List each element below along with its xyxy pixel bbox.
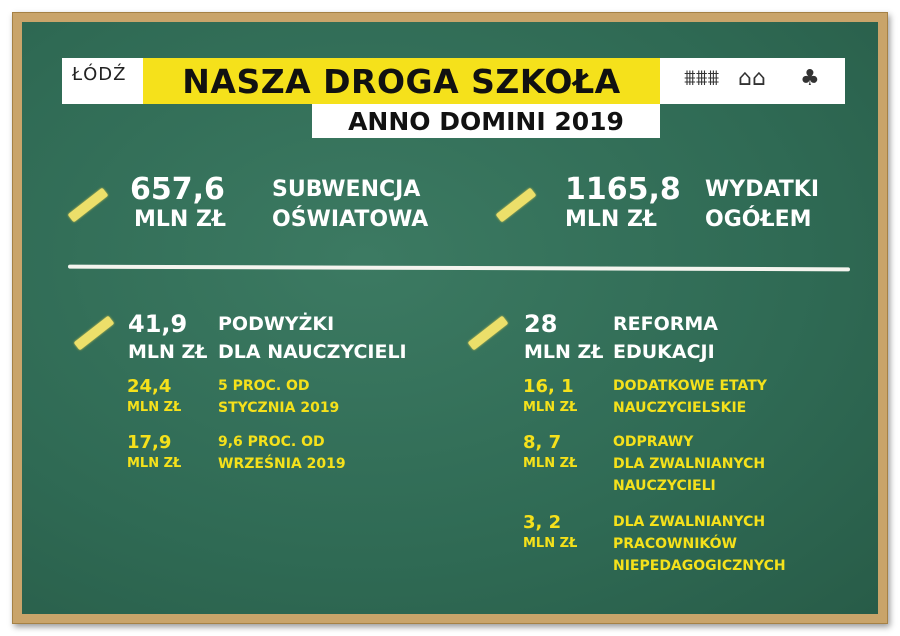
stat-unit: MLN ZŁ <box>565 207 658 232</box>
stat-label: REFORMA <box>613 313 718 335</box>
stat-unit: MLN ZŁ <box>134 207 227 232</box>
stat-value: 41,9 <box>128 310 188 338</box>
lodz-logo: ŁÓDŹ <box>72 64 127 85</box>
sub-label: ODPRAWY <box>613 434 694 450</box>
sub-value: 17,9 <box>127 432 172 453</box>
stat-label: OŚWIATOWA <box>272 207 429 232</box>
sub-label: NIEPEDAGOGICZNYCH <box>613 558 786 574</box>
sub-unit: MLN ZŁ <box>523 456 578 471</box>
stat-unit: MLN ZŁ <box>128 341 208 363</box>
sub-value: 8, 7 <box>523 432 562 453</box>
sub-unit: MLN ZŁ <box>523 536 578 551</box>
page-title: NASZA DROGA SZKOŁA <box>143 58 660 104</box>
page-subtitle: ANNO DOMINI 2019 <box>312 104 660 138</box>
sub-value: 24,4 <box>127 376 172 397</box>
gate-icon: ⌂⌂ <box>738 66 766 91</box>
sub-label: 9,6 PROC. OD <box>218 434 325 450</box>
sub-label: NAUCZYCIELSKIE <box>613 400 747 416</box>
stat-label: OGÓŁEM <box>705 207 812 232</box>
sub-label: PRACOWNIKÓW <box>613 536 737 552</box>
park-bench-tree-icon: ♣ <box>800 66 820 91</box>
sub-value: 3, 2 <box>523 512 562 533</box>
sub-label: DODATKOWE ETATY <box>613 378 767 394</box>
stat-label: WYDATKI <box>705 177 820 202</box>
sub-unit: MLN ZŁ <box>127 456 182 471</box>
sub-label: STYCZNIA 2019 <box>218 400 340 416</box>
sub-label: NAUCZYCIELI <box>613 478 716 494</box>
stat-label: EDUKACJI <box>613 341 715 363</box>
sub-label: WRZEŚNIA 2019 <box>218 456 346 472</box>
stat-label: SUBWENCJA <box>272 177 421 202</box>
bridge-icon: ⩩⩩⩩ <box>684 66 720 91</box>
sub-value: 16, 1 <box>523 376 574 397</box>
sub-label: DLA ZWALNIANYCH <box>613 514 766 530</box>
stat-value: 1165,8 <box>565 172 681 207</box>
stat-value: 28 <box>524 310 558 338</box>
stat-label: DLA NAUCZYCIELI <box>218 341 407 363</box>
sub-unit: MLN ZŁ <box>523 400 578 415</box>
stat-value: 657,6 <box>130 172 225 207</box>
stat-label: PODWYŻKI <box>218 313 335 335</box>
sub-unit: MLN ZŁ <box>127 400 182 415</box>
stat-unit: MLN ZŁ <box>524 341 604 363</box>
sub-label: DLA ZWALNIANYCH <box>613 456 766 472</box>
sub-label: 5 PROC. OD <box>218 378 310 394</box>
